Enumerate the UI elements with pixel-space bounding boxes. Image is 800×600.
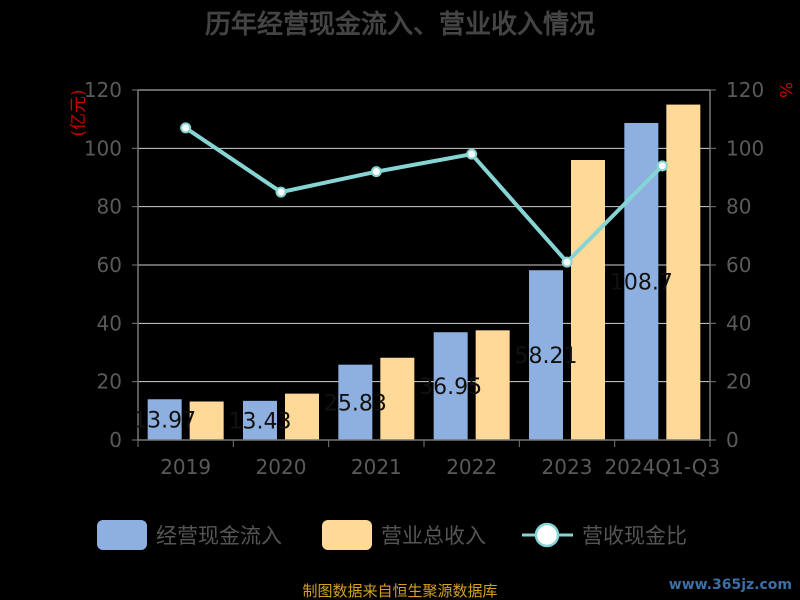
bar-data-label: 58.21 <box>515 344 578 369</box>
x-tick-label: 2021 <box>351 455 402 479</box>
bar-cash-inflow <box>338 364 373 440</box>
line-point <box>275 186 287 198</box>
line-point <box>561 256 573 268</box>
x-tick-label: 2019 <box>160 455 211 479</box>
bar-data-label: 13.97 <box>133 409 196 434</box>
legend-label-cash-inflow: 经营现金流入 <box>156 524 282 548</box>
data-labels: 13.97 13.43 25.83 36.95 58.21 108.7 <box>133 270 673 434</box>
left-tick-label: 20 <box>97 370 122 394</box>
chart-title: 历年经营现金流入、营业收入情况 <box>205 9 595 40</box>
bar-revenue <box>380 357 415 440</box>
right-tick-label: 60 <box>726 253 751 277</box>
bar-cash-inflow <box>243 400 277 440</box>
bar-data-label: 25.83 <box>324 391 387 416</box>
legend-label-revenue: 营业总收入 <box>381 524 486 548</box>
line-point <box>180 122 192 134</box>
x-tick-label: 2023 <box>542 455 593 479</box>
gridlines <box>138 89 710 383</box>
left-tick-label: 40 <box>97 311 122 335</box>
legend: 经营现金流入 营业总收入 营收现金比 <box>97 520 687 550</box>
bar-data-label: 108.7 <box>610 270 673 295</box>
left-tick-label: 60 <box>97 253 122 277</box>
right-tick-label: 80 <box>726 195 751 219</box>
bar-revenue <box>475 330 510 440</box>
line-point <box>466 148 478 160</box>
ratio-line <box>180 122 668 268</box>
bar-revenue <box>571 160 605 440</box>
bar-revenue <box>666 104 701 440</box>
legend-swatch-cash-inflow <box>97 520 147 550</box>
bar-revenue <box>189 401 224 440</box>
bar-data-label: 36.95 <box>419 375 482 400</box>
line-point <box>656 160 668 172</box>
right-tick-label: 0 <box>726 428 739 452</box>
right-tick-label: 20 <box>726 370 751 394</box>
line-point <box>370 166 382 178</box>
left-tick-label: 120 <box>84 78 122 102</box>
bar-data-label: 13.43 <box>229 409 292 434</box>
x-tick-label: 2024Q1-Q3 <box>604 455 720 479</box>
right-axis-unit: % <box>775 82 795 98</box>
line-ratio <box>184 126 664 266</box>
right-tick-label: 120 <box>726 78 764 102</box>
x-tick-label: 2022 <box>446 455 497 479</box>
bars <box>147 104 701 440</box>
left-tick-label: 80 <box>97 195 122 219</box>
legend-label-ratio: 营收现金比 <box>582 524 687 548</box>
x-tick-label: 2020 <box>256 455 307 479</box>
source-note: 制图数据来自恒生聚源数据库 <box>302 582 497 600</box>
watermark: www.365jz.com <box>669 577 792 593</box>
left-tick-label: 100 <box>84 136 122 160</box>
right-tick-label: 100 <box>726 136 764 160</box>
right-tick-label: 40 <box>726 311 751 335</box>
left-tick-label: 0 <box>109 428 122 452</box>
legend-swatch-revenue <box>322 520 372 550</box>
left-axis-unit: (亿元) <box>69 89 89 136</box>
bar-cash-inflow <box>529 270 563 440</box>
bar-cash-inflow <box>147 399 182 440</box>
legend-swatch-ratio-marker <box>534 522 560 548</box>
bar-revenue <box>285 393 319 440</box>
bar-cash-inflow <box>433 332 468 440</box>
